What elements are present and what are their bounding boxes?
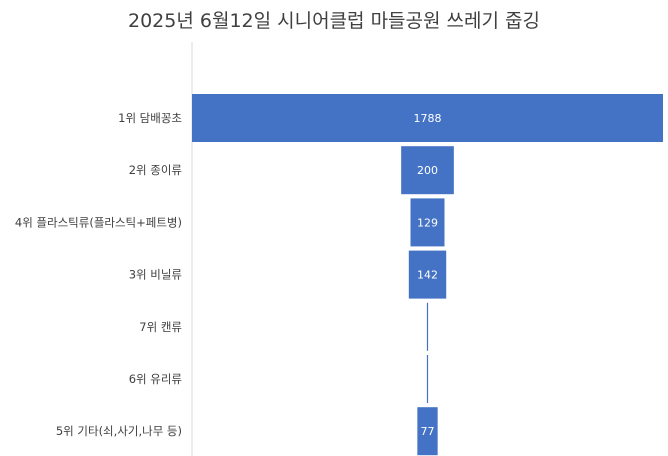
data-label-2: 200 <box>417 164 438 177</box>
category-label-2: 2위 종이류 <box>129 163 182 177</box>
data-label-4: 142 <box>417 269 438 282</box>
category-labels: 1위 담배꽁초 2위 종이류 4위 플라스틱류(플라스틱+페트병) 3위 비닐류 7위 … <box>15 111 182 438</box>
data-label-3: 129 <box>417 216 438 229</box>
bars <box>192 94 663 456</box>
bar-1 <box>192 94 663 142</box>
bar-4 <box>408 250 447 299</box>
bar-5 <box>426 302 429 351</box>
category-label-5: 7위 캔류 <box>139 320 182 334</box>
bar-6 <box>426 355 429 403</box>
category-label-3: 4위 플라스틱류(플라스틱+페트병) <box>15 215 182 229</box>
bar-7 <box>417 407 438 456</box>
data-label-7: 77 <box>421 425 435 438</box>
data-label-1: 1788 <box>414 112 442 125</box>
category-label-6: 6위 유리류 <box>129 372 182 386</box>
category-label-7: 5위 기타(쇠,사기,나무 등) <box>56 424 182 438</box>
bar-2 <box>401 146 454 195</box>
category-label-1: 1위 담배꽁초 <box>118 111 182 125</box>
chart-title: 2025년 6월12일 시니어클럽 마들공원 쓰레기 줍깅 <box>128 10 540 32</box>
data-labels: 1788 200 129 142 77 <box>414 112 442 438</box>
category-label-4: 3위 비닐류 <box>129 268 182 282</box>
bar-3 <box>410 198 445 247</box>
